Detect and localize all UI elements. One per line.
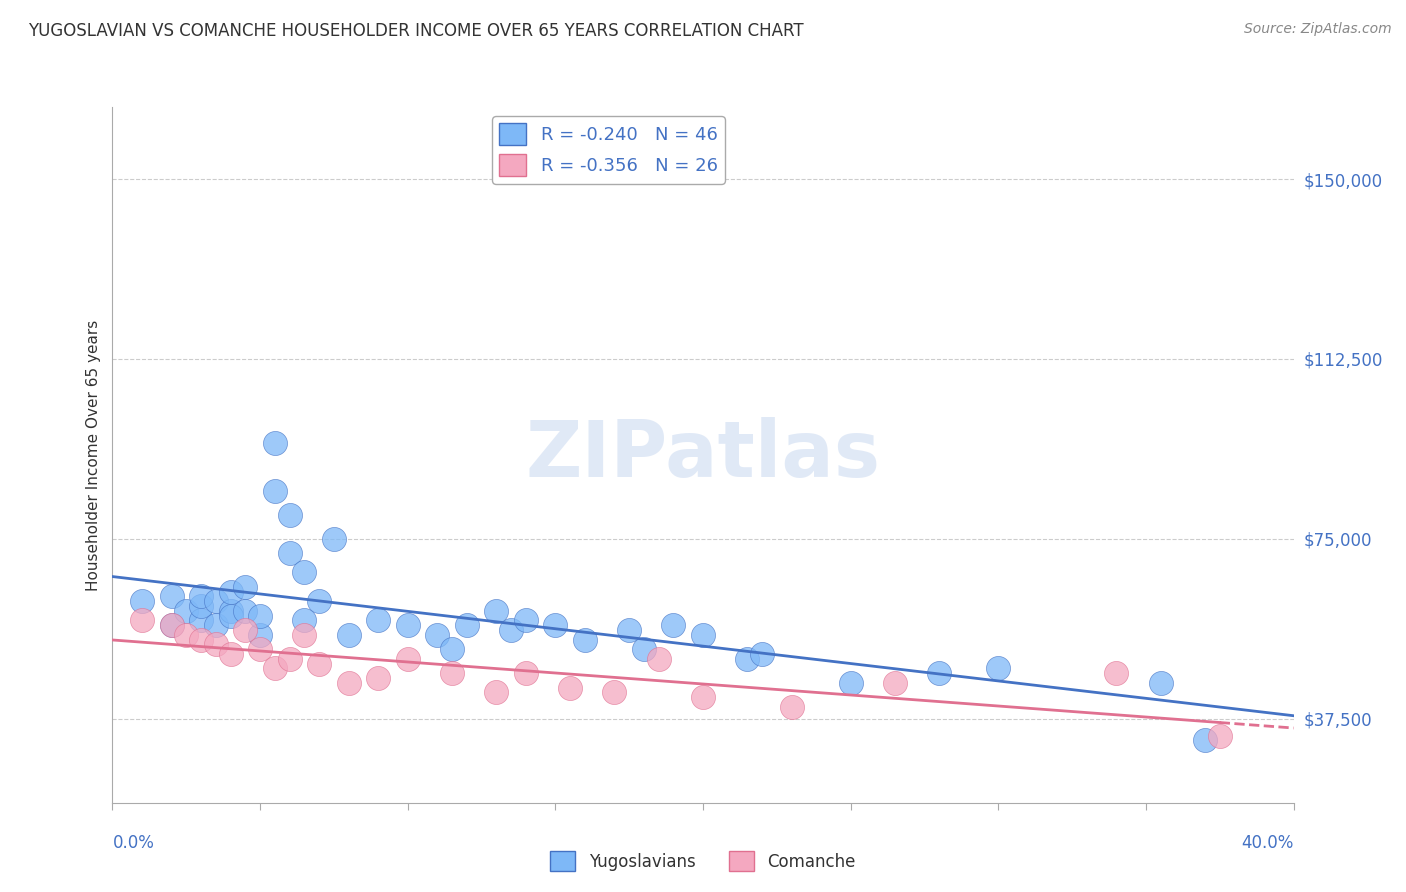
Point — [396, 652, 419, 666]
Point — [337, 676, 360, 690]
Text: YUGOSLAVIAN VS COMANCHE HOUSEHOLDER INCOME OVER 65 YEARS CORRELATION CHART: YUGOSLAVIAN VS COMANCHE HOUSEHOLDER INCO… — [28, 22, 804, 40]
Point — [249, 608, 271, 623]
Point — [544, 618, 567, 632]
Point — [456, 618, 478, 632]
Point — [603, 685, 626, 699]
Point — [308, 657, 330, 671]
Point — [1105, 666, 1128, 681]
Point — [367, 671, 389, 685]
Point — [839, 676, 862, 690]
Point — [278, 508, 301, 522]
Text: 0.0%: 0.0% — [112, 834, 155, 852]
Point — [367, 614, 389, 628]
Point — [396, 618, 419, 632]
Point — [308, 594, 330, 608]
Point — [292, 614, 315, 628]
Point — [190, 614, 212, 628]
Point — [131, 594, 153, 608]
Point — [219, 647, 242, 661]
Point — [515, 666, 537, 681]
Point — [337, 628, 360, 642]
Point — [323, 532, 346, 546]
Point — [264, 436, 287, 450]
Point — [485, 685, 508, 699]
Point — [633, 642, 655, 657]
Point — [174, 604, 197, 618]
Point — [441, 642, 464, 657]
Point — [205, 618, 228, 632]
Point — [292, 628, 315, 642]
Point — [441, 666, 464, 681]
Point — [1194, 733, 1216, 747]
Point — [1150, 676, 1173, 690]
Point — [292, 566, 315, 580]
Point — [233, 623, 256, 637]
Y-axis label: Householder Income Over 65 years: Householder Income Over 65 years — [86, 319, 101, 591]
Point — [426, 628, 449, 642]
Point — [131, 614, 153, 628]
Point — [780, 699, 803, 714]
Point — [219, 604, 242, 618]
Point — [501, 623, 523, 637]
Point — [190, 599, 212, 613]
Point — [692, 690, 714, 705]
Point — [233, 604, 256, 618]
Point — [662, 618, 685, 632]
Text: Source: ZipAtlas.com: Source: ZipAtlas.com — [1244, 22, 1392, 37]
Point — [278, 546, 301, 560]
Point — [249, 628, 271, 642]
Point — [1208, 729, 1232, 743]
Point — [884, 676, 907, 690]
Point — [751, 647, 773, 661]
Point — [928, 666, 950, 681]
Point — [219, 608, 242, 623]
Point — [278, 652, 301, 666]
Point — [174, 628, 197, 642]
Text: ZIPatlas: ZIPatlas — [526, 417, 880, 493]
Point — [249, 642, 271, 657]
Point — [987, 661, 1010, 675]
Point — [160, 618, 183, 632]
Point — [264, 661, 287, 675]
Point — [647, 652, 671, 666]
Point — [190, 590, 212, 604]
Point — [485, 604, 508, 618]
Point — [190, 632, 212, 647]
Point — [515, 614, 537, 628]
Point — [558, 681, 582, 695]
Point — [619, 623, 641, 637]
Point — [205, 594, 228, 608]
Point — [160, 618, 183, 632]
Point — [574, 632, 596, 647]
Point — [737, 652, 759, 666]
Legend: Yugoslavians, Comanche: Yugoslavians, Comanche — [544, 845, 862, 878]
Point — [219, 584, 242, 599]
Point — [205, 637, 228, 651]
Text: 40.0%: 40.0% — [1241, 834, 1294, 852]
Point — [233, 580, 256, 594]
Point — [264, 483, 287, 498]
Point — [160, 590, 183, 604]
Point — [692, 628, 714, 642]
